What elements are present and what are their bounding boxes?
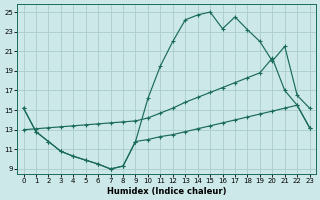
X-axis label: Humidex (Indice chaleur): Humidex (Indice chaleur) (107, 187, 226, 196)
